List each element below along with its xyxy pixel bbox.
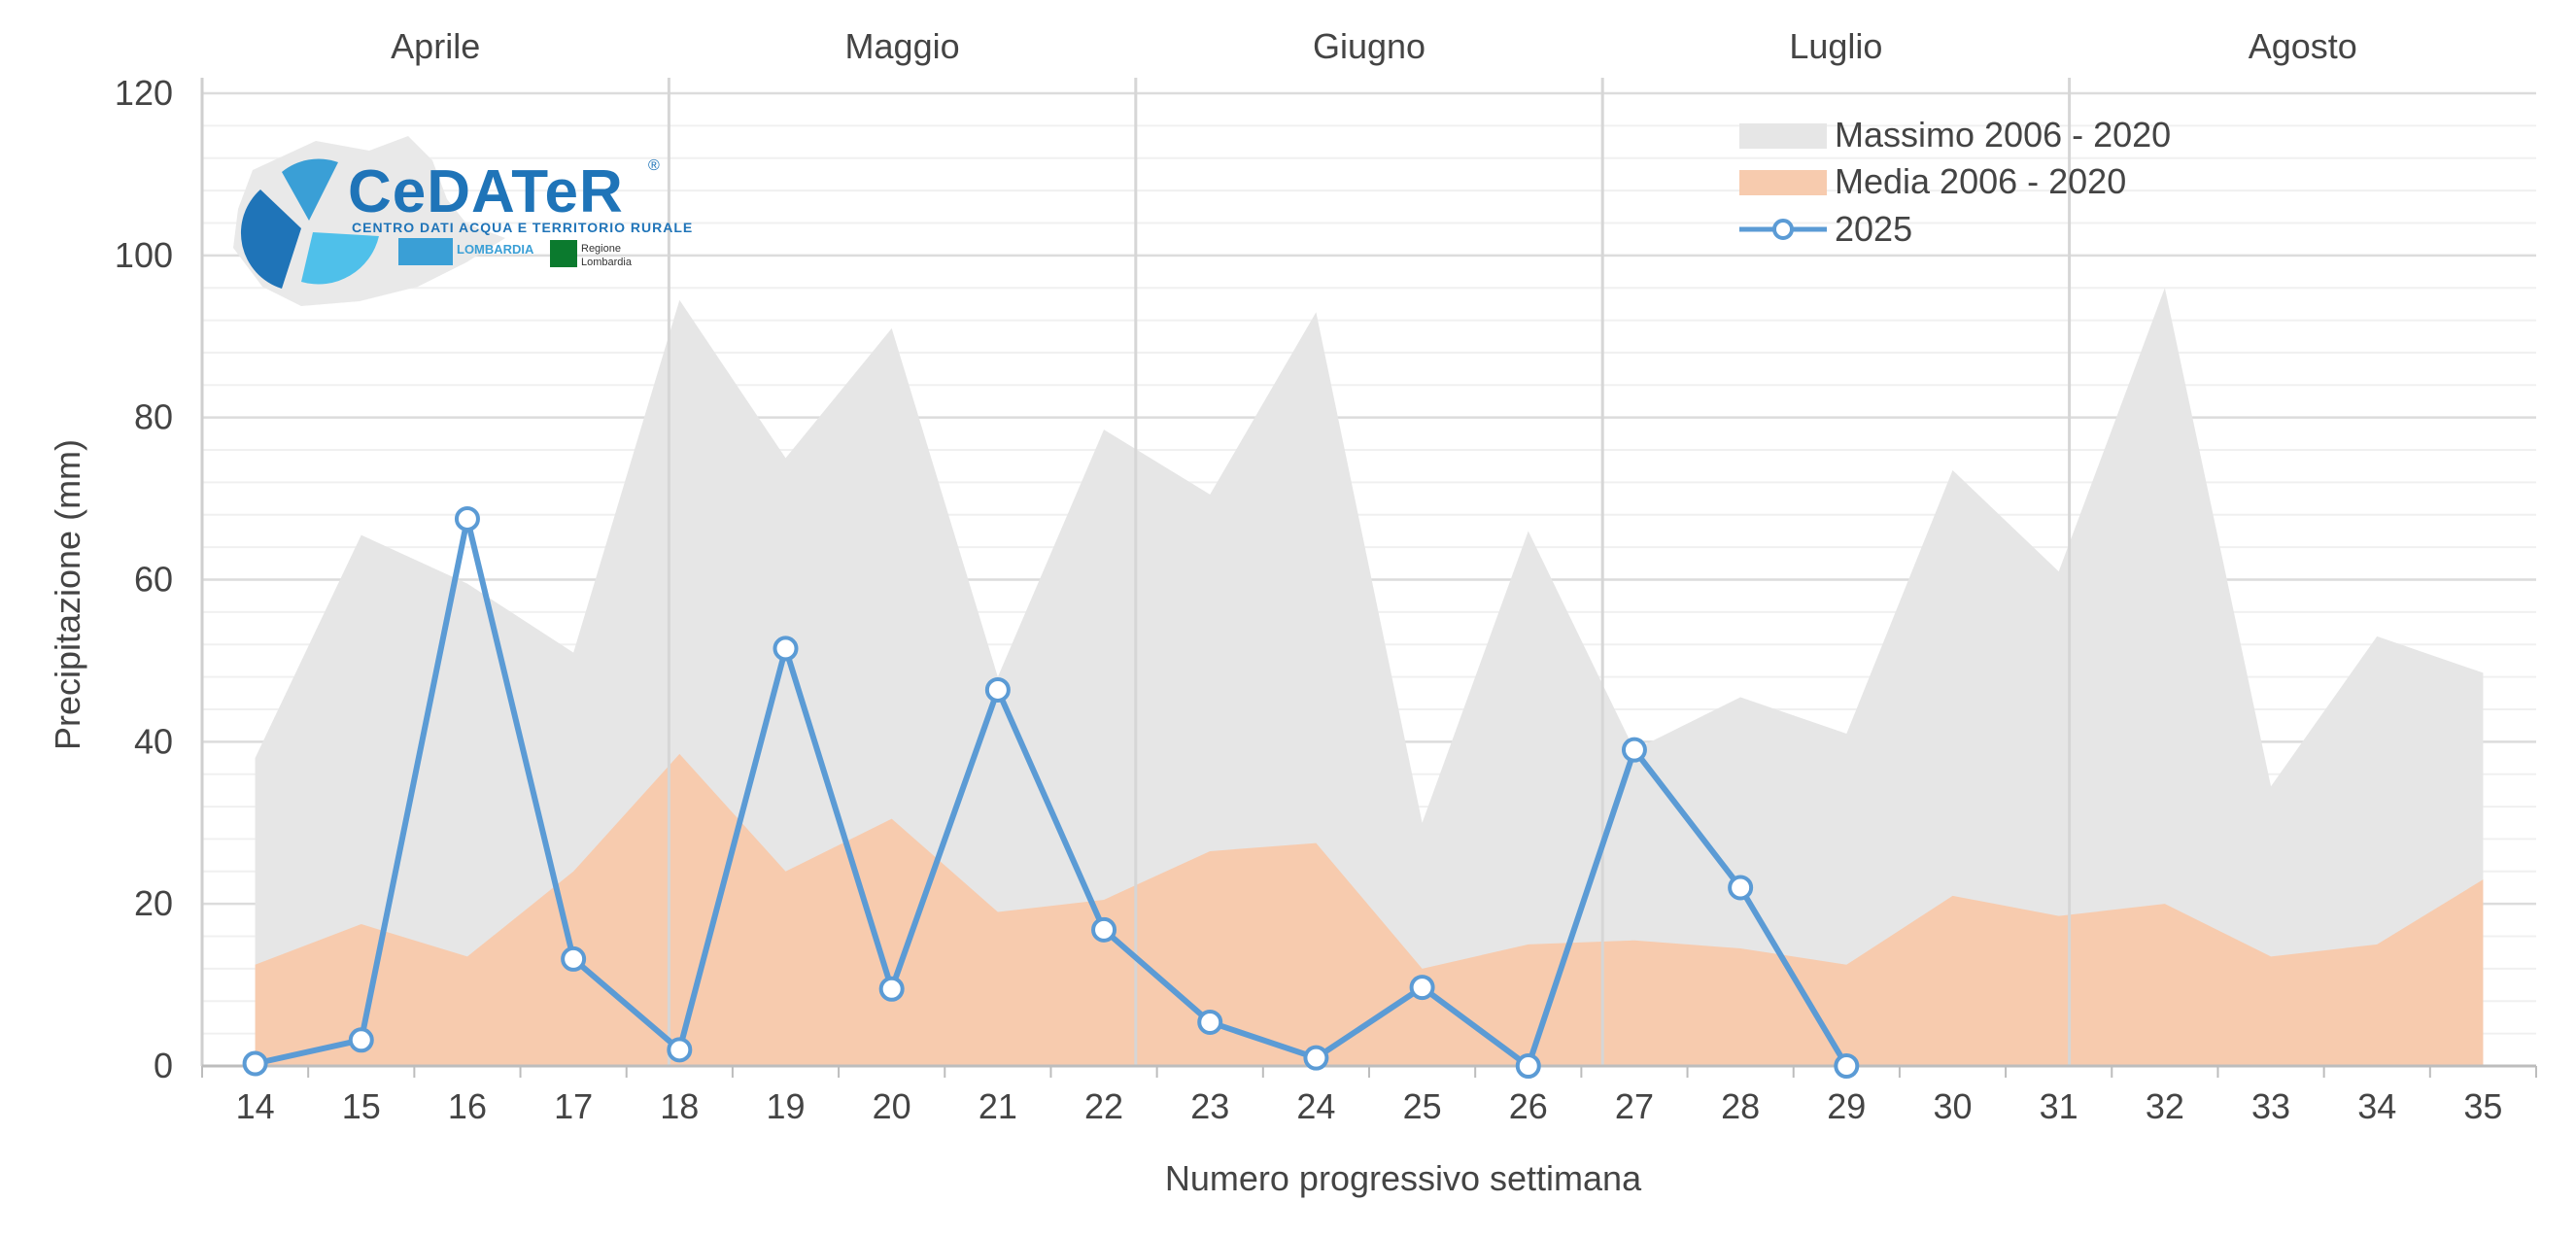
data-point [878,976,905,1002]
data-point [1621,737,1647,763]
x-tick-label: 27 [1615,1086,1654,1126]
x-tick-label: 21 [979,1086,1017,1126]
data-point [242,1050,268,1077]
data-point [1728,875,1754,901]
y-tick-label: 20 [134,883,173,923]
axes [200,78,2537,1078]
x-tick-label: 23 [1190,1086,1229,1126]
x-tick-label: 22 [1084,1086,1123,1126]
data-point [984,676,1011,703]
cedater-logo: CeDATeR ® CENTRO DATI ACQUA E TERRITORIO… [233,136,693,306]
x-tick-label: 20 [873,1086,911,1126]
x-tick-label: 15 [342,1086,381,1126]
data-point [1197,1009,1223,1035]
data-point [1091,916,1117,943]
legend-label-massimo: Massimo 2006 - 2020 [1835,115,2171,155]
y-tick-label: 0 [154,1046,173,1085]
data-point [454,505,480,532]
month-label: Giugno [1313,26,1425,66]
x-tick-label: 24 [1296,1086,1335,1126]
x-tick-label: 18 [660,1086,699,1126]
legend-swatch-massimo [1739,123,1827,149]
logo-partner2-mark [550,240,577,267]
data-point [561,945,587,972]
logo-subtitle: CENTRO DATI ACQUA E TERRITORIO RURALE [352,220,693,235]
month-label: Maggio [845,26,960,66]
y-tick-label: 80 [134,397,173,437]
logo-title: CeDATeR [348,158,624,225]
month-separators [667,78,2072,1066]
x-tick-label: 25 [1403,1086,1442,1126]
x-tick-label: 34 [2357,1086,2396,1126]
data-point [1515,1053,1541,1079]
x-tick-label: 16 [448,1086,487,1126]
x-tick-label: 29 [1827,1086,1866,1126]
logo-pie-light [301,232,379,285]
data-point [1834,1053,1860,1079]
x-tick-label: 35 [2463,1086,2502,1126]
data-point [667,1037,693,1063]
legend-swatch-media [1739,170,1827,195]
legend: Massimo 2006 - 2020 Media 2006 - 2020 20… [1739,115,2171,249]
data-point [1303,1045,1329,1071]
legend-marker-2025 [1772,219,1794,240]
x-tick-label: 26 [1509,1086,1548,1126]
area-series-1 [255,753,2484,1066]
month-label: Agosto [2249,26,2357,66]
x-axis-title: Numero progressivo settimana [1165,1158,1642,1198]
data-point [1409,975,1435,1001]
x-tick-label: 30 [1933,1086,1972,1126]
data-point [348,1027,374,1053]
y-tick-label: 60 [134,560,173,600]
y-tick-label: 120 [115,73,173,113]
x-tick-label: 14 [236,1086,275,1126]
legend-label-2025: 2025 [1835,209,1912,249]
y-tick-label: 100 [115,235,173,275]
data-point [773,636,799,662]
month-label: Luglio [1789,26,1882,66]
logo-partner1: LOMBARDIA [457,242,534,257]
logo-pie-mid [282,158,338,221]
areas [255,288,2484,1066]
y-tick-label: 40 [134,721,173,761]
x-tick-label: 31 [2040,1086,2078,1126]
tick-labels: 0 20 40 60 80 100 120 Aprile Maggio Giugno Luglio A… [115,26,2503,1126]
line-series-2 [254,515,1849,1069]
logo-partner2-line2: Lombardia [581,257,633,268]
x-tick-label: 28 [1721,1086,1760,1126]
line-series [242,505,1860,1079]
logo-registered: ® [648,157,660,174]
y-axis-title: Precipitazione (mm) [48,439,87,750]
x-tick-label: 33 [2251,1086,2290,1126]
logo-partner1-mark [398,238,453,265]
month-label: Aprile [391,26,480,66]
logo-partner2-line1: Regione [581,243,621,255]
x-tick-label: 32 [2146,1086,2184,1126]
x-tick-label: 17 [554,1086,593,1126]
logo-pie-dark [240,189,301,289]
x-tick-label: 19 [766,1086,805,1126]
legend-label-media: Media 2006 - 2020 [1835,161,2126,201]
